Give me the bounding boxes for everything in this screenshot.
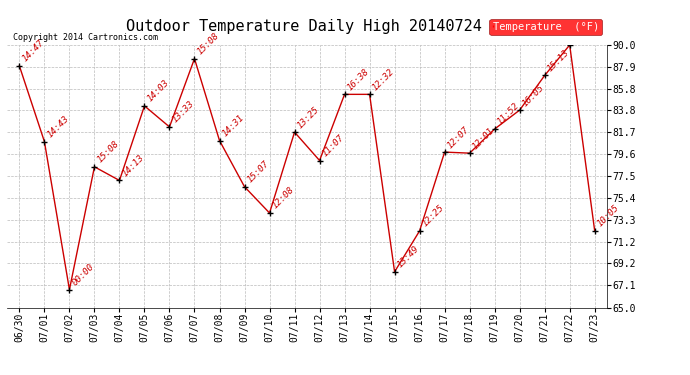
Text: Copyright 2014 Cartronics.com: Copyright 2014 Cartronics.com (13, 33, 158, 42)
Text: 12:07: 12:07 (446, 124, 471, 150)
Text: 11:52: 11:52 (496, 102, 521, 127)
Legend: Temperature  (°F): Temperature (°F) (489, 19, 602, 35)
Text: 14:13: 14:13 (121, 153, 146, 178)
Text: Outdoor Temperature Daily High 20140724: Outdoor Temperature Daily High 20140724 (126, 19, 482, 34)
Text: 11:07: 11:07 (321, 133, 346, 158)
Text: 12:25: 12:25 (421, 203, 446, 229)
Text: 13:33: 13:33 (170, 99, 196, 125)
Text: 15:07: 15:07 (246, 159, 271, 184)
Text: 14:31: 14:31 (221, 113, 246, 138)
Text: 00:00: 00:00 (70, 262, 96, 288)
Text: 15:13: 15:13 (546, 48, 571, 74)
Text: 14:43: 14:43 (46, 114, 71, 140)
Text: 13:49: 13:49 (396, 244, 421, 270)
Text: 12:32: 12:32 (371, 67, 396, 92)
Text: 12:08: 12:08 (270, 186, 296, 211)
Text: 12:01: 12:01 (471, 126, 496, 151)
Text: 14:03: 14:03 (146, 78, 171, 104)
Text: 15:08: 15:08 (196, 31, 221, 57)
Text: 16:05: 16:05 (521, 82, 546, 108)
Text: 10:05: 10:05 (596, 203, 621, 229)
Text: 14:47: 14:47 (21, 39, 46, 64)
Text: 15:08: 15:08 (96, 140, 121, 165)
Text: 16:38: 16:38 (346, 67, 371, 92)
Text: 13:25: 13:25 (296, 105, 321, 130)
